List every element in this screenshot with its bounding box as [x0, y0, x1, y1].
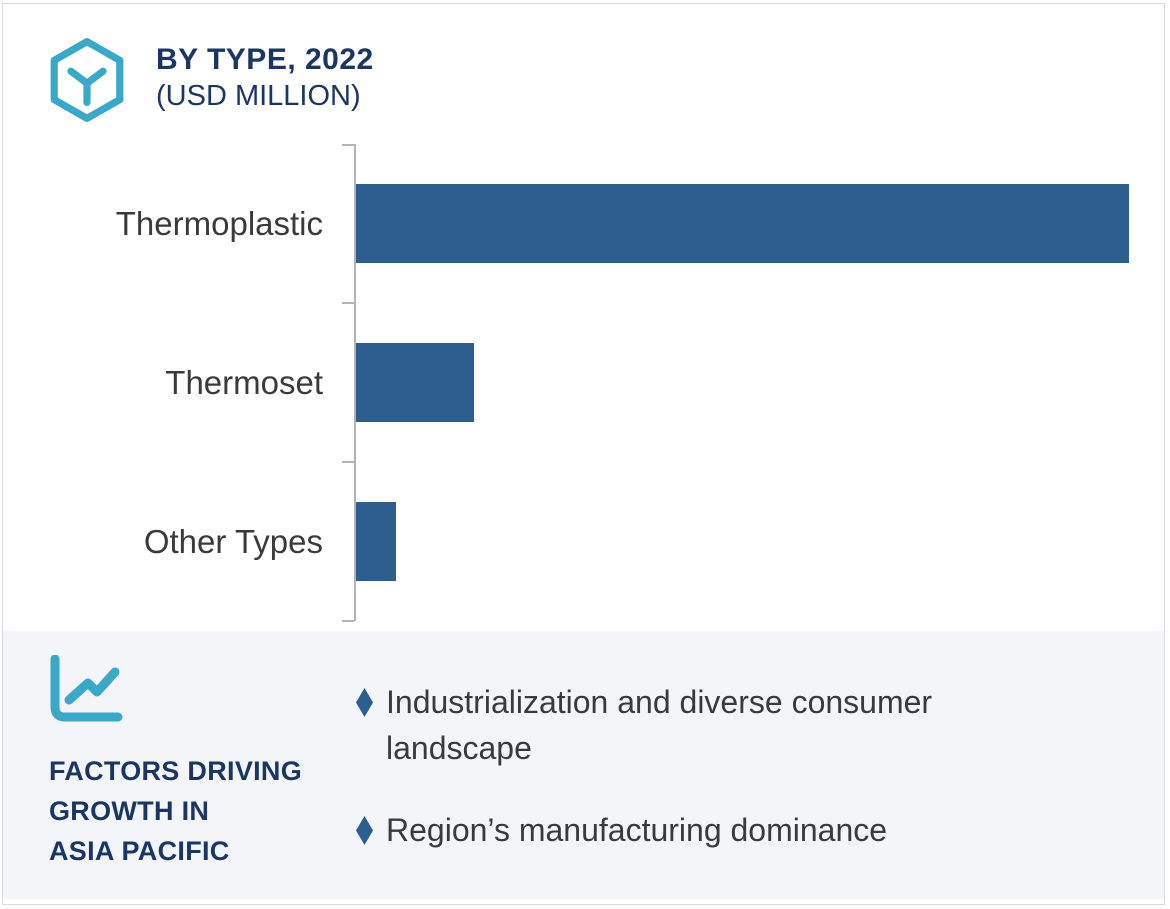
- axis-ticks: [342, 144, 354, 623]
- factors-heading: FACTORS DRIVING GROWTH IN ASIA PACIFIC: [49, 751, 359, 871]
- factors-heading-line: FACTORS DRIVING: [49, 756, 303, 786]
- bar: [356, 502, 396, 581]
- axis-tick: [342, 144, 354, 146]
- bullet-text: Industrialization and diverse consumer l…: [386, 684, 933, 766]
- factors-section: FACTORS DRIVING GROWTH IN ASIA PACIFIC I…: [3, 631, 1164, 899]
- axis-tick: [342, 302, 354, 304]
- list-item: Industrialization and diverse consumer l…: [356, 679, 1036, 771]
- diamond-bullet-icon: [356, 816, 373, 845]
- category-label: Thermoplastic: [115, 204, 323, 242]
- chart-title: BY TYPE, 2022: [156, 43, 374, 76]
- bar-row: [356, 144, 1129, 303]
- bars-area: [356, 144, 1129, 621]
- category-label: Thermoset: [165, 363, 323, 401]
- axis-tick: [342, 620, 354, 622]
- bar: [356, 184, 1129, 263]
- factors-heading-line: ASIA PACIFIC: [49, 836, 230, 866]
- bar-row: [356, 303, 1129, 462]
- factors-bullet-list: Industrialization and diverse consumer l…: [356, 679, 1036, 889]
- hexagon-cube-icon: [50, 38, 124, 122]
- bar: [356, 343, 474, 422]
- diamond-bullet-icon: [356, 688, 373, 717]
- axis-tick: [342, 461, 354, 463]
- factors-heading-line: GROWTH IN: [49, 796, 210, 826]
- category-label: Other Types: [143, 522, 323, 560]
- bullet-text: Region’s manufacturing dominance: [386, 812, 888, 848]
- category-labels: Thermoplastic Thermoset Other Types: [3, 144, 339, 621]
- infographic-card: BY TYPE, 2022 (USD MILLION) Thermoplasti…: [2, 3, 1165, 905]
- chart-subtitle: (USD MILLION): [156, 80, 361, 112]
- bar-row: [356, 462, 1129, 621]
- line-chart-icon: [50, 655, 123, 722]
- chart-header: BY TYPE, 2022 (USD MILLION): [156, 41, 374, 115]
- y-axis-line: [354, 144, 356, 621]
- list-item: Region’s manufacturing dominance: [356, 807, 1036, 853]
